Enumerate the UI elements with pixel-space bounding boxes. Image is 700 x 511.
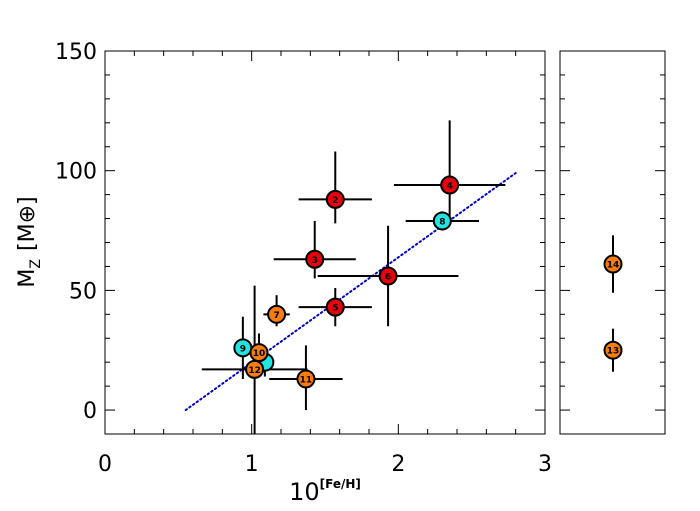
- point-3-marker: [305, 249, 325, 269]
- x-tick-label: 2: [391, 452, 405, 477]
- fit-line-group: [184, 172, 517, 412]
- y-tick-label: 50: [69, 279, 97, 304]
- x-axis-title-base: 10: [289, 478, 320, 506]
- point-7-label: 7: [273, 311, 279, 321]
- point-11-label: 11: [300, 375, 313, 385]
- point-9-label: 9: [240, 344, 246, 354]
- y-axis-title-unit: [M⊕]: [15, 196, 40, 251]
- y-axis-title: MZ [M⊕]: [15, 196, 44, 287]
- y-axis-title-sub: Z: [28, 259, 44, 269]
- data-markers: 2 3 4 5 6 7 8 9 10 12 11 14 13: [233, 175, 623, 389]
- point-12-label: 12: [248, 366, 261, 376]
- error-bars: [201, 120, 614, 434]
- x-tick-label: 3: [538, 452, 552, 477]
- y-tick-label: 0: [83, 399, 97, 424]
- side-point-13-label: 13: [607, 347, 620, 357]
- point-6-label: 6: [385, 273, 391, 283]
- point-8-marker: [432, 211, 452, 231]
- x-axis-title: 10[Fe/H]: [289, 477, 361, 506]
- main-panel: [104, 50, 546, 435]
- y-tick-label: 100: [55, 160, 97, 185]
- point-3-label: 3: [312, 256, 318, 266]
- point-5-marker: [325, 297, 345, 317]
- x-tick-label: 1: [245, 452, 259, 477]
- point-4-label: 4: [447, 182, 453, 192]
- side-point-13-marker: [603, 340, 623, 360]
- side-point-14-label: 14: [607, 261, 620, 271]
- point-2-marker: [325, 189, 345, 209]
- y-tick-label: 150: [55, 40, 97, 65]
- point-11-marker: [296, 369, 316, 389]
- x-axis-title-exponent: [Fe/H]: [320, 477, 361, 491]
- point-4-marker: [440, 175, 460, 195]
- point-5-label: 5: [332, 304, 338, 314]
- y-axis-title-main: M: [15, 269, 40, 288]
- point-7-marker: [267, 304, 287, 324]
- x-tick-label: 0: [98, 452, 112, 477]
- point-2-label: 2: [332, 196, 338, 206]
- point-12-marker: [245, 359, 265, 379]
- side-point-14-marker: [603, 254, 623, 274]
- point-10-label: 10: [253, 349, 266, 359]
- point-8-label: 8: [439, 217, 445, 227]
- point-6-marker: [378, 266, 398, 286]
- fit-line: [184, 172, 517, 412]
- axis-ticks: [104, 50, 665, 435]
- main-plot-frame: [104, 50, 546, 435]
